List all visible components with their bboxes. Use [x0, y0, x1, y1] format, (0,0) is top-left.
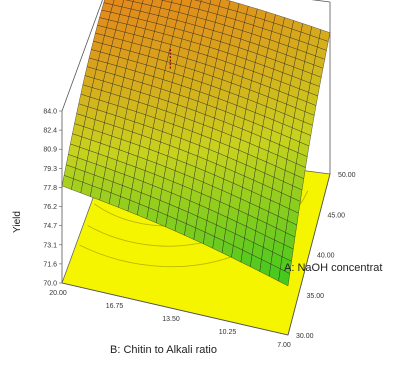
z-tick-label: 76.2 [43, 204, 57, 211]
z-tick-label: 84.0 [43, 109, 57, 116]
y-tick-label: 20.00 [49, 290, 67, 297]
x-tick-label: 45.00 [328, 212, 346, 219]
y-axis-title: B: Chitin to Alkali ratio [110, 344, 217, 356]
box-edge [287, 173, 331, 336]
z-axis-title: Yield [12, 211, 23, 233]
y-tick-label: 10.25 [219, 329, 237, 336]
z-tick-label: 70.0 [43, 281, 57, 288]
box-edge [61, 282, 289, 336]
x-tick-label: 50.00 [338, 172, 356, 179]
y-axis-ticks: 20.00 16.75 13.50 10.25 7.00 [49, 290, 291, 349]
z-tick-label: 74.7 [43, 223, 57, 230]
x-tick-label: 40.00 [317, 253, 335, 260]
x-axis-title: A: NaOH concentrat [284, 262, 382, 274]
plot-box-front [61, 173, 331, 336]
y-tick-label: 7.00 [277, 342, 291, 349]
z-tick-label: 73.1 [43, 242, 57, 249]
x-tick-label: 30.00 [296, 333, 314, 340]
y-tick-label: 13.50 [162, 316, 180, 323]
x-tick-label: 35.00 [307, 293, 325, 300]
z-tick-label: 80.9 [43, 147, 57, 154]
z-axis-ticks: 70.0 71.6 73.1 74.7 76.2 77.8 79.3 80.9 82.4 84.0 [43, 109, 62, 288]
response-surface [61, 0, 331, 287]
surface-cell [278, 268, 290, 287]
z-tick-label: 79.3 [43, 166, 57, 173]
z-tick-label: 71.6 [43, 261, 57, 268]
box-edge [61, 0, 103, 112]
z-tick-label: 77.8 [43, 185, 57, 192]
y-tick-label: 16.75 [106, 303, 124, 310]
x-axis-ticks: 30.00 35.00 40.00 45.00 50.00 [296, 172, 356, 340]
z-tick-label: 82.4 [43, 128, 57, 135]
